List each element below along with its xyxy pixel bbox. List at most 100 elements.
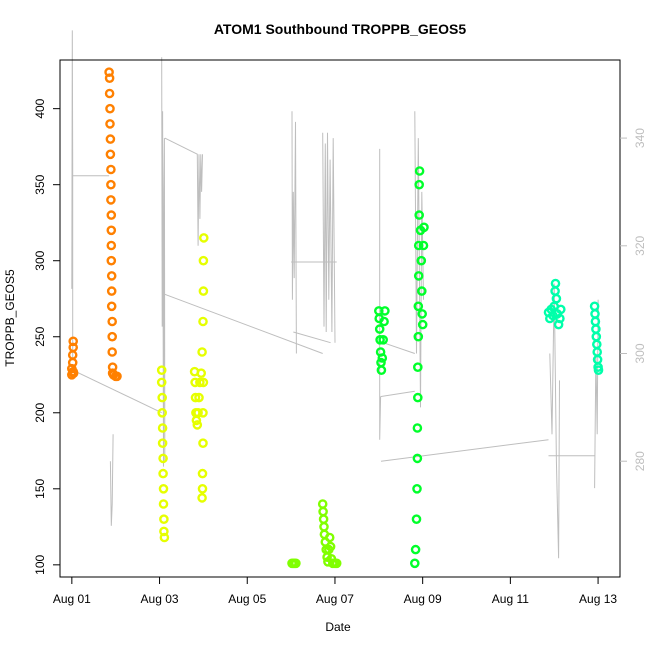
point-s0-12 (105, 119, 115, 129)
point-s0-20 (106, 240, 117, 251)
y-axis-title: TROPPB_GEOS5 (3, 269, 17, 367)
grey-track-line-2 (109, 434, 114, 526)
point-s0-7 (68, 368, 79, 379)
point-s0-23 (106, 286, 117, 296)
y-tick-label-2: 200 (33, 402, 47, 422)
y2-tick-label-1: 300 (633, 343, 647, 363)
y-tick-label-1: 150 (33, 478, 47, 498)
point-s3-28 (416, 286, 427, 296)
point-s2-19 (331, 558, 342, 569)
point-s1-1 (156, 377, 167, 388)
grey-track-line-12 (380, 390, 415, 398)
point-s3-12 (410, 544, 421, 555)
point-s1-33 (197, 493, 207, 503)
point-s3-22 (413, 240, 424, 251)
point-s1-19 (193, 407, 203, 418)
point-s0-22 (106, 271, 117, 281)
grey-track-line-0 (71, 30, 74, 359)
point-s1-8 (158, 483, 169, 494)
point-s1-5 (157, 438, 168, 449)
point-s4-6 (550, 278, 561, 289)
point-s3-15 (412, 453, 423, 464)
point-s0-11 (105, 103, 115, 114)
point-s4-10 (555, 313, 565, 324)
point-s3-13 (411, 514, 422, 525)
point-s4-11 (556, 304, 566, 315)
point-s1-28 (198, 377, 209, 388)
grey-track-line-13 (380, 439, 549, 462)
point-s1-30 (198, 438, 208, 449)
point-s0-15 (106, 164, 116, 175)
point-s1-4 (157, 423, 168, 433)
point-s3-19 (413, 331, 424, 342)
point-s1-0 (156, 365, 167, 376)
y-axis-left: 100 150 200 250 300 350 400 (33, 98, 60, 575)
point-s1-7 (158, 468, 168, 479)
point-s1-9 (158, 499, 169, 509)
point-s3-16 (412, 423, 423, 433)
point-s1-22 (196, 368, 206, 379)
y-tick-label-4: 300 (33, 250, 47, 270)
x-axis: Aug 01 Aug 03 Aug 05 Aug 07 Aug 09 Aug 11 Aug … (53, 576, 617, 606)
point-s3-11 (409, 558, 420, 569)
point-s0-18 (106, 210, 117, 220)
point-s1-3 (157, 407, 167, 418)
point-s3-17 (412, 392, 423, 403)
point-s1-26 (198, 255, 209, 266)
point-s3-14 (412, 483, 422, 494)
point-s0-9 (104, 73, 115, 83)
point-s3-20 (413, 301, 424, 312)
point-s0-19 (106, 225, 117, 236)
x-tick-label-6: Aug 13 (579, 592, 617, 606)
point-s1-2 (157, 392, 167, 403)
point-s1-10 (159, 514, 169, 525)
point-s2-3 (291, 558, 301, 569)
y2-tick-label-0: 280 (633, 451, 647, 471)
point-s0-10 (104, 88, 115, 99)
point-s3-29 (417, 309, 428, 319)
chart-title: ATOM1 Southbound TROPPB_GEOS5 (214, 21, 466, 37)
y2-tick-label-3: 340 (633, 128, 647, 148)
point-s0-25 (107, 316, 117, 327)
point-s1-24 (198, 316, 208, 327)
point-s0-14 (105, 149, 116, 160)
point-s3-21 (413, 271, 424, 281)
point-s3-24 (414, 179, 425, 190)
grey-track-line-9 (293, 331, 331, 344)
point-s0-13 (105, 134, 116, 144)
grey-track-line-17 (549, 283, 560, 559)
point-s3-7 (377, 353, 388, 363)
point-s3-10 (380, 306, 390, 316)
grey-track-line-7 (291, 111, 297, 354)
grey-track-line-3 (71, 369, 162, 414)
point-s4-7 (551, 293, 562, 304)
point-s1-18 (192, 420, 203, 430)
x-tick-label-5: Aug 11 (492, 592, 529, 606)
point-s0-24 (106, 301, 117, 312)
point-s3-23 (414, 210, 425, 220)
point-s3-32 (419, 222, 429, 233)
point-s3-8 (378, 334, 389, 345)
point-s1-29 (198, 407, 208, 418)
point-s3-30 (417, 319, 428, 330)
point-s0-26 (107, 331, 117, 342)
point-s1-31 (197, 468, 208, 479)
point-s3-31 (418, 240, 429, 251)
x-axis-title: Date (325, 620, 351, 634)
point-s1-27 (198, 233, 209, 243)
grey-track-line-11 (379, 148, 382, 440)
point-s3-25 (414, 166, 425, 176)
x-tick-label-3: Aug 07 (316, 592, 354, 606)
data-points-layer (67, 67, 604, 569)
point-s1-21 (195, 377, 205, 388)
point-s2-15 (325, 541, 336, 552)
y-tick-label-5: 350 (33, 174, 47, 194)
grey-track-line-4 (161, 57, 166, 467)
point-s3-9 (379, 316, 389, 327)
point-s1-6 (158, 453, 168, 464)
point-s1-20 (194, 392, 204, 403)
point-s0-5 (68, 336, 78, 347)
y-tick-label-0: 100 (33, 555, 47, 575)
